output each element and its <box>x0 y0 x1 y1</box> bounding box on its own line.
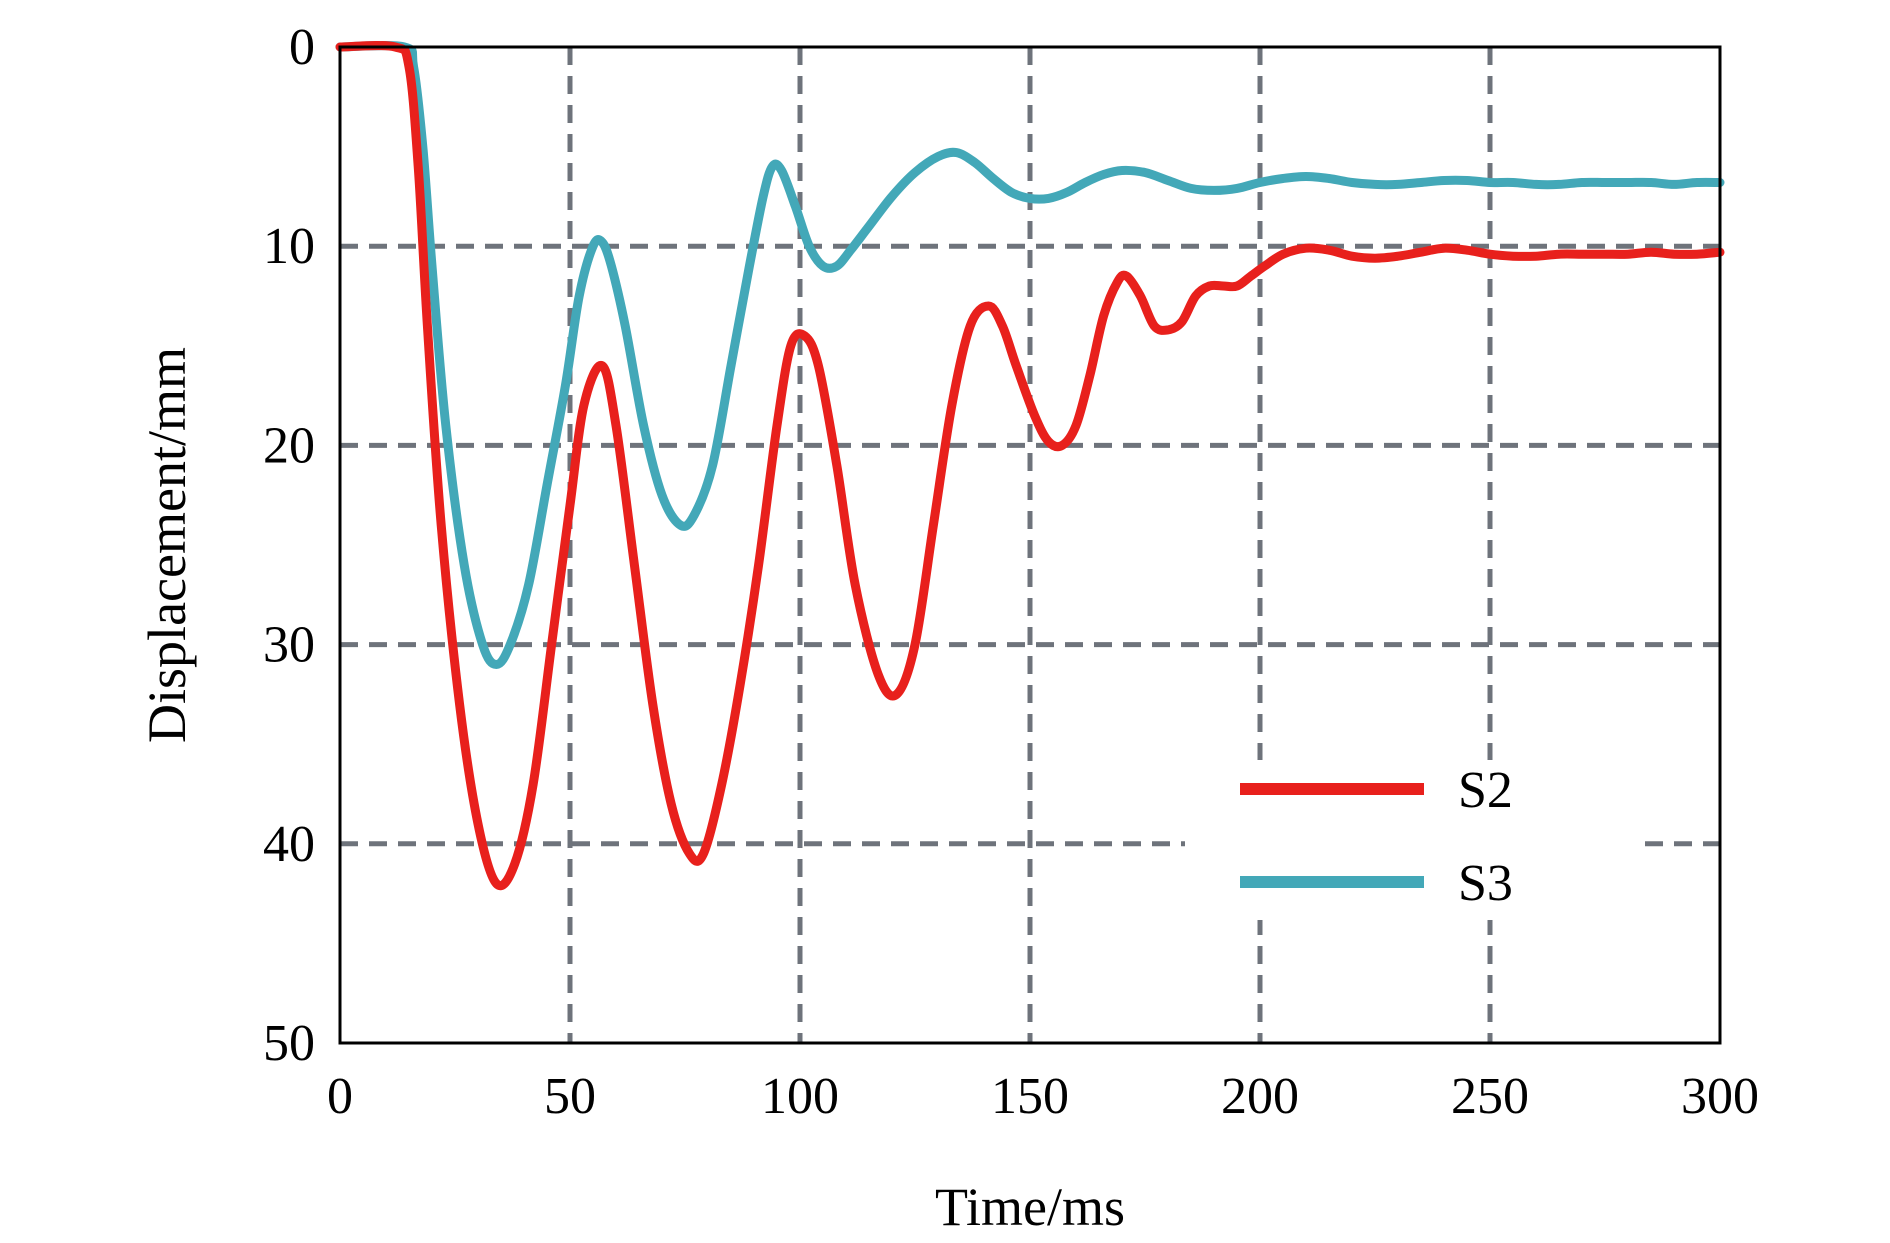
legend: S2 S3 <box>1185 760 1640 920</box>
y-tick-label-10: 10 <box>263 218 315 275</box>
y-tick-label-20: 20 <box>263 417 315 474</box>
x-tick-label-150: 150 <box>991 1068 1069 1125</box>
y-tick-label-30: 30 <box>263 617 315 674</box>
y-tick-label-50: 50 <box>263 1015 315 1072</box>
x-tick-label-200: 200 <box>1221 1068 1299 1125</box>
legend-label-s3: S3 <box>1458 855 1513 912</box>
grid <box>340 47 1720 1043</box>
x-tick-label-300: 300 <box>1681 1068 1759 1125</box>
series-line-s2 <box>335 41 1725 891</box>
y-tick-label-40: 40 <box>263 816 315 873</box>
x-tick-label-0: 0 <box>327 1068 353 1125</box>
plot-frame <box>338 45 1722 1045</box>
series-layer <box>335 41 1725 891</box>
x-axis-title: Time/ms <box>935 1177 1125 1237</box>
y-axis-title: Displacement/mm <box>137 347 197 743</box>
x-tick-label-100: 100 <box>761 1068 839 1125</box>
y-tick-label-0: 0 <box>289 19 315 76</box>
x-tick-label-250: 250 <box>1451 1068 1529 1125</box>
x-tick-label-50: 50 <box>544 1068 596 1125</box>
legend-label-s2: S2 <box>1458 762 1513 819</box>
series-line-s3 <box>335 41 1725 669</box>
